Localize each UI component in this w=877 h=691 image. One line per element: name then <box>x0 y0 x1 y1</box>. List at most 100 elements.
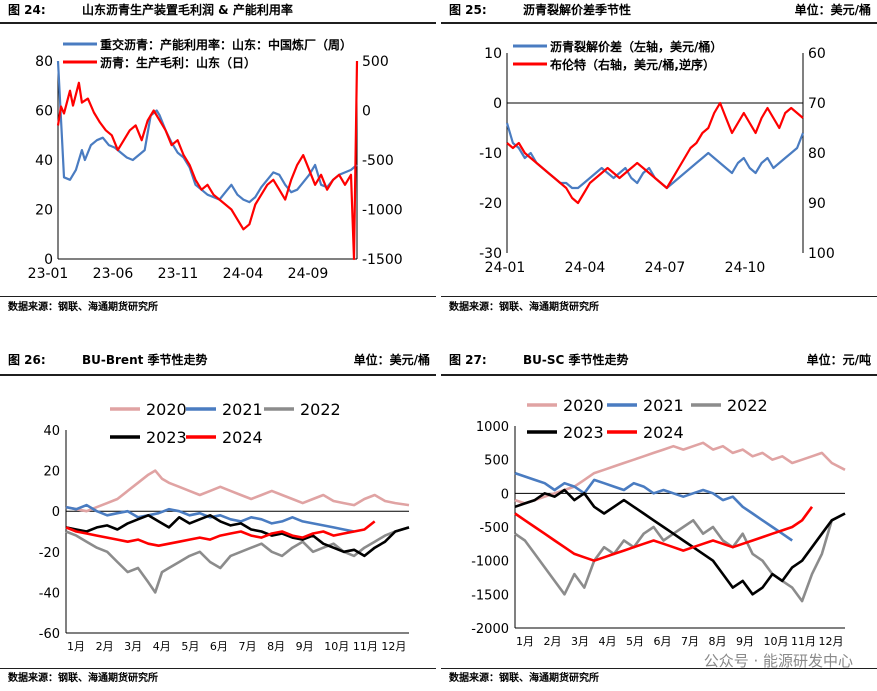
figure-title: 沥青裂解价差季节性 <box>523 3 632 17</box>
panel-25: 图 25: 沥青裂解价差季节性 单位：美元/桶 -30 -20 -10 0 10 60 70… <box>441 0 877 340</box>
y-tick-label: -2000 <box>471 622 509 637</box>
y-tick-label: -1000 <box>471 555 509 570</box>
series-line-2021 <box>514 471 793 542</box>
x-tick-label: 24-10 <box>725 260 766 276</box>
x-tick-label: 2月 <box>96 640 114 653</box>
x-tick-label: 2月 <box>544 635 562 648</box>
series-line-2023 <box>514 488 846 596</box>
x-tick-label: 23-06 <box>93 266 134 282</box>
chart-26: -60 -40 -20 0 20 40 1月 2月 3月 4月 5月 6月 7月 8月 9月 10月 11月 12… <box>39 400 410 653</box>
series-line-2 <box>56 60 359 261</box>
y-right-tick-label: 500 <box>362 54 389 70</box>
series-line-1 <box>56 60 358 204</box>
header-rule <box>0 374 436 376</box>
y-left-tick-label: 0 <box>493 96 502 112</box>
x-tick-label: 10月 <box>324 640 349 653</box>
x-tick-label: 24-09 <box>288 266 329 282</box>
x-tick-label: 3月 <box>571 635 589 648</box>
data-source: 数据来源：钢联、海通期货研究所 <box>449 302 599 313</box>
series-line-2022 <box>65 526 410 594</box>
y-left-tick-label: 80 <box>35 54 53 70</box>
y-right-tick-label: 90 <box>808 196 826 212</box>
y-left-tick-label: 40 <box>35 153 53 169</box>
x-tick-label: 3月 <box>124 640 142 653</box>
legend-label-2020: 2020 <box>563 396 604 415</box>
panel-27: 图 27: BU-SC 季节性走势 单位：元/吨 -2000 -1500 -1000… <box>441 350 877 691</box>
y-tick-label: 500 <box>484 454 509 469</box>
legend-label-2: 布伦特（右轴，美元/桶,逆序） <box>550 57 715 72</box>
chart-27: -2000 -1500 -1000 -500 0 500 1000 1月 2月 3月 4月 5月 6月 7… <box>471 396 846 648</box>
legend-label-2022: 2022 <box>727 396 768 415</box>
panel-header: 图 24: 山东沥青生产装置毛利润 & 产能利用率 <box>0 0 436 20</box>
panel-header: 图 27: BU-SC 季节性走势 单位：元/吨 <box>441 350 877 370</box>
y-right-tick-label: -1000 <box>362 203 403 219</box>
y-tick-label: 0 <box>501 487 509 502</box>
x-tick-label: 7月 <box>239 640 257 653</box>
x-tick-label: 5月 <box>626 635 644 648</box>
figure-unit: 单位：美元/桶 <box>794 3 871 17</box>
header-rule <box>0 22 436 24</box>
source-rule <box>0 668 436 669</box>
x-tick-label: 6月 <box>210 640 228 653</box>
chart-24: 0 20 40 60 80 -1500 -1000 -500 0 500 23-01 23-06 23-… <box>28 37 403 282</box>
x-tick-label: 11月 <box>791 635 816 648</box>
y-right-tick-label: -500 <box>362 153 394 169</box>
x-tick-label: 8月 <box>267 640 285 653</box>
data-source: 数据来源：钢联、海通期货研究所 <box>8 673 158 684</box>
data-source: 数据来源：钢联、海通期货研究所 <box>449 673 599 684</box>
y-tick-label: -60 <box>39 627 60 642</box>
x-tick-label: 12月 <box>819 635 844 648</box>
y-right-tick-label: 80 <box>808 146 826 162</box>
y-tick-label: 1000 <box>476 420 509 435</box>
x-tick-label: 24-04 <box>565 260 606 276</box>
y-left-tick-label: -20 <box>479 196 502 212</box>
figure-number: 图 26: <box>8 353 46 367</box>
panel-26: 图 26: BU-Brent 季节性走势 单位：美元/桶 -60 -40 -20 0 2… <box>0 350 436 691</box>
figure-unit: 单位：元/吨 <box>806 353 871 367</box>
legend-label-2020: 2020 <box>146 400 187 419</box>
x-tick-label: 24-07 <box>645 260 686 276</box>
y-tick-label: -40 <box>39 586 60 601</box>
y-left-tick-label: 10 <box>484 46 502 62</box>
legend-label-1: 重交沥青：产能利用率：山东：中国炼厂（周） <box>100 37 352 52</box>
figure-number: 图 24: <box>8 3 46 17</box>
figure-title: BU-SC 季节性走势 <box>523 353 629 367</box>
legend-label-2021: 2021 <box>643 396 684 415</box>
x-tick-label: 9月 <box>296 640 314 653</box>
y-tick-label: -500 <box>479 521 509 536</box>
y-right-tick-label: 100 <box>808 246 835 262</box>
panel-24: 图 24: 山东沥青生产装置毛利润 & 产能利用率 0 20 40 60 80 -1500… <box>0 0 436 340</box>
chart-25: -30 -20 -10 0 10 60 70 80 90 100 24-01 24-04 24-07 24… <box>479 39 835 276</box>
y-tick-label: 0 <box>52 505 60 520</box>
legend-label-2023: 2023 <box>146 428 187 447</box>
y-right-tick-label: 0 <box>362 104 371 120</box>
x-tick-label: 24-01 <box>485 260 526 276</box>
x-tick-label: 1月 <box>516 635 534 648</box>
x-tick-label: 23-11 <box>158 266 199 282</box>
y-right-tick-label: -1500 <box>362 252 403 268</box>
source-rule <box>441 296 877 297</box>
legend-label-2021: 2021 <box>222 400 263 419</box>
legend-label-2: 沥青：生产毛利：山东（日） <box>100 55 256 70</box>
x-tick-label: 4月 <box>599 635 617 648</box>
legend-label-2023: 2023 <box>563 423 604 442</box>
x-tick-label: 5月 <box>181 640 199 653</box>
y-left-tick-label: -30 <box>479 246 502 262</box>
series-line-2 <box>506 101 804 205</box>
y-left-tick-label: 0 <box>44 252 53 268</box>
y-left-tick-label: 60 <box>35 104 53 120</box>
figure-title: 山东沥青生产装置毛利润 & 产能利用率 <box>82 3 293 17</box>
legend-label-2024: 2024 <box>222 428 263 447</box>
series-line-2020 <box>514 441 846 505</box>
y-tick-label: 40 <box>43 424 60 439</box>
y-tick-label: 20 <box>43 465 60 480</box>
header-rule <box>441 374 877 376</box>
x-tick-label: 10月 <box>764 635 789 648</box>
series-line-2023 <box>65 514 410 558</box>
panel-header: 图 25: 沥青裂解价差季节性 单位：美元/桶 <box>441 0 877 20</box>
figure-title: BU-Brent 季节性走势 <box>82 353 208 367</box>
x-tick-label: 7月 <box>681 635 699 648</box>
figure-number: 图 27: <box>449 353 487 367</box>
x-tick-label: 11月 <box>353 640 378 653</box>
legend-label-2022: 2022 <box>300 400 341 419</box>
